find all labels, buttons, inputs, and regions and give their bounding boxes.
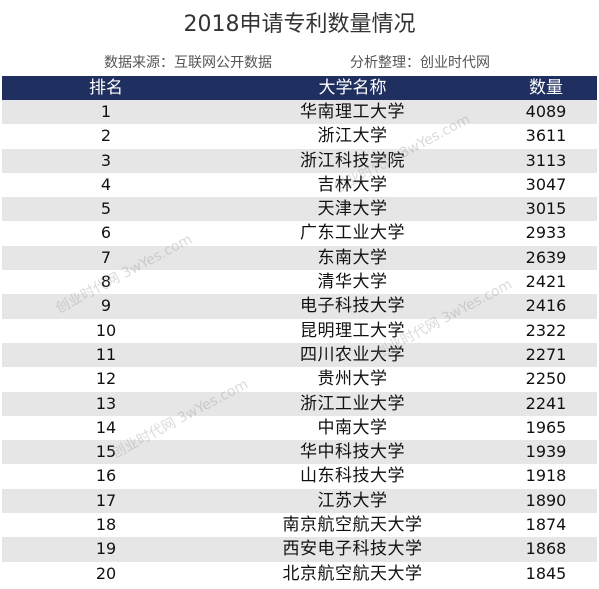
data-source-label: 数据来源：互联网公开数据 <box>104 55 272 71</box>
rank-cell: 13 <box>95 393 117 413</box>
table-row: 4 吉林大学 3047 <box>2 172 597 198</box>
page-title: 2018申请专利数量情况 <box>183 12 416 37</box>
rank-cell: 19 <box>95 539 117 559</box>
table-row: 13 浙江工业大学 2241 <box>2 391 597 416</box>
rank-cell: 6 <box>100 223 112 243</box>
university-name-cell: 南京航空航天大学 <box>282 515 423 536</box>
university-name-cell: 四川农业大学 <box>300 344 405 365</box>
count-cell: 1868 <box>525 539 567 559</box>
rank-cell: 17 <box>95 490 117 510</box>
university-name-cell: 北京航空航天大学 <box>282 563 423 584</box>
table-header-row: 排名 大学名称 数量 <box>2 76 597 100</box>
university-name-cell: 清华大学 <box>317 272 388 293</box>
university-name-cell: 华中科技大学 <box>300 442 405 463</box>
header-count: 数量 <box>529 78 563 98</box>
table-row: 11 四川农业大学 2271 <box>2 342 597 368</box>
header-rank: 排名 <box>89 78 123 98</box>
university-name-cell: 电子科技大学 <box>300 296 405 317</box>
count-cell: 1939 <box>525 442 567 462</box>
table-row: 6 广东工业大学 2933 <box>2 221 597 246</box>
table-row: 2 浙江大学 3611 <box>2 124 597 149</box>
university-name-cell: 浙江工业大学 <box>300 393 405 414</box>
rank-cell: 14 <box>95 417 117 437</box>
table-row: 3 浙江科技学院 3113 <box>2 148 597 173</box>
table-row: 15 华中科技大学 1939 <box>2 440 597 465</box>
rank-cell: 10 <box>95 320 117 340</box>
university-name-cell: 吉林大学 <box>317 174 388 195</box>
table-row: 19 西安电子科技大学 1868 <box>2 537 597 562</box>
rank-cell: 5 <box>100 199 112 219</box>
table-row: 17 江苏大学 1890 <box>2 488 597 514</box>
count-cell: 2416 <box>525 296 567 316</box>
rank-cell: 18 <box>95 515 117 535</box>
table-row: 10 昆明理工大学 2322 <box>2 318 597 343</box>
count-cell: 2933 <box>525 223 567 243</box>
university-name-cell: 江苏大学 <box>317 490 388 511</box>
rank-cell: 11 <box>95 344 117 364</box>
rank-cell: 9 <box>100 296 112 316</box>
university-name-cell: 浙江大学 <box>317 126 388 147</box>
rank-cell: 15 <box>95 442 117 462</box>
patent-ranking-table: 排名 大学名称 数量 1 华南理工大学 4089 2 浙江大学 3611 3 浙江科技学院 31… <box>2 76 597 586</box>
table-row: 1 华南理工大学 4089 <box>2 100 597 125</box>
university-name-cell: 昆明理工大学 <box>300 320 405 341</box>
rank-cell: 8 <box>100 272 112 292</box>
table-row: 16 山东科技大学 1918 <box>2 464 597 489</box>
rank-cell: 4 <box>100 174 112 194</box>
table-row: 12 贵州大学 2250 <box>2 367 597 392</box>
table-row: 7 东南大学 2639 <box>2 245 597 271</box>
count-cell: 1845 <box>525 563 567 583</box>
count-cell: 1874 <box>525 515 567 535</box>
count-cell: 1890 <box>525 490 567 510</box>
count-cell: 2421 <box>525 272 567 292</box>
university-name-cell: 中南大学 <box>317 417 388 438</box>
count-cell: 2250 <box>525 369 567 389</box>
count-cell: 1965 <box>525 417 567 437</box>
count-cell: 3015 <box>525 199 567 219</box>
count-cell: 4089 <box>525 102 567 121</box>
rank-cell: 16 <box>95 466 117 486</box>
organizer-label: 分析整理：创业时代网 <box>350 55 490 71</box>
university-name-cell: 浙江科技学院 <box>300 150 405 171</box>
rank-cell: 12 <box>95 369 117 389</box>
table-row: 20 北京航空航天大学 1845 <box>2 561 597 586</box>
university-name-cell: 贵州大学 <box>317 369 388 390</box>
count-cell: 2241 <box>525 393 567 413</box>
table-body: 1 华南理工大学 4089 2 浙江大学 3611 3 浙江科技学院 3113 4 吉林大学 3047… <box>2 100 597 586</box>
rank-cell: 1 <box>100 102 112 121</box>
table-row: 9 电子科技大学 2416 <box>2 294 597 319</box>
table-row: 14 中南大学 1965 <box>2 415 597 441</box>
university-name-cell: 山东科技大学 <box>300 466 405 487</box>
rank-cell: 20 <box>95 563 117 583</box>
table-row: 8 清华大学 2421 <box>2 270 597 295</box>
table-row: 5 天津大学 3015 <box>2 197 597 222</box>
university-name-cell: 广东工业大学 <box>300 223 405 244</box>
header-university-name: 大学名称 <box>318 78 387 98</box>
count-cell: 3113 <box>525 150 567 170</box>
table-row: 18 南京航空航天大学 1874 <box>2 513 597 538</box>
count-cell: 3611 <box>525 126 567 146</box>
count-cell: 2639 <box>525 247 567 267</box>
university-name-cell: 天津大学 <box>317 199 388 220</box>
rank-cell: 7 <box>100 247 112 267</box>
rank-cell: 3 <box>100 150 112 170</box>
university-name-cell: 东南大学 <box>317 247 388 268</box>
count-cell: 3047 <box>525 174 567 194</box>
subtitle: 数据来源：互联网公开数据 分析整理：创业时代网 <box>0 52 599 74</box>
count-cell: 2322 <box>525 320 567 340</box>
rank-cell: 2 <box>100 126 112 146</box>
count-cell: 1918 <box>525 466 567 486</box>
count-cell: 2271 <box>525 344 567 364</box>
university-name-cell: 西安电子科技大学 <box>282 539 423 560</box>
university-name-cell: 华南理工大学 <box>300 102 405 122</box>
